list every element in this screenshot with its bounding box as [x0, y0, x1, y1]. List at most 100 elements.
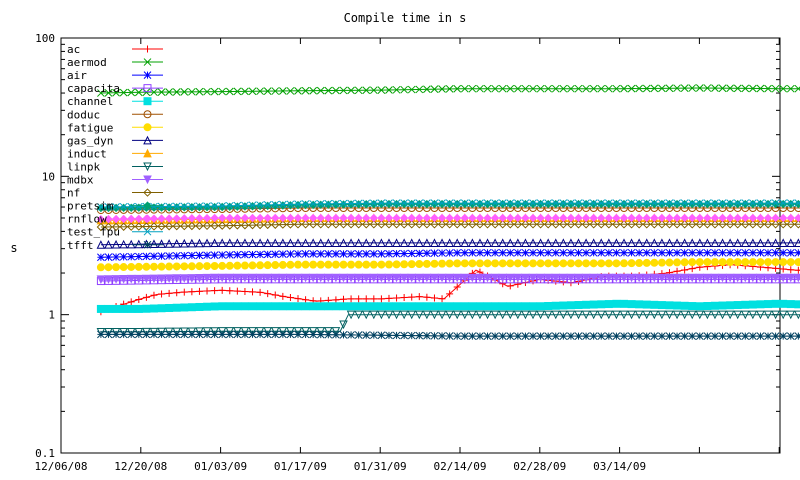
data-point: [286, 238, 295, 247]
data-point: [642, 213, 651, 223]
data-point: [589, 300, 598, 309]
data-point: [362, 250, 371, 258]
data-point: [362, 302, 371, 311]
data-point: [620, 84, 628, 93]
data-point: [225, 273, 235, 283]
legend-entry: pretsim: [67, 200, 163, 213]
legend-label: induct: [67, 147, 107, 160]
data-point: [293, 220, 303, 229]
data-point: [438, 199, 446, 207]
data-point: [597, 332, 606, 340]
data-point: [756, 238, 765, 247]
legend-entry: test_fpu: [67, 226, 163, 239]
data-point: [786, 273, 796, 283]
x-tick-label: 01/31/09: [354, 460, 407, 473]
data-point: [331, 220, 341, 229]
data-point: [786, 238, 796, 247]
data-point: [650, 238, 659, 247]
data-point: [324, 200, 333, 209]
y-tick-label: 100: [35, 32, 55, 45]
data-point: [726, 199, 734, 207]
data-point: [491, 332, 499, 340]
data-point: [786, 220, 795, 229]
legend-label: linpk: [67, 160, 100, 173]
data-point: [195, 221, 204, 231]
data-point: [529, 259, 538, 268]
data-point: [430, 302, 439, 311]
data-point: [673, 267, 681, 275]
data-point: [423, 85, 431, 94]
data-point: [157, 222, 166, 231]
data-point: [665, 213, 674, 223]
data-point: [407, 260, 416, 269]
data-point: [407, 238, 417, 247]
series-channel: [96, 299, 800, 313]
data-point: [764, 248, 772, 257]
data-point: [233, 213, 242, 223]
data-point: [574, 301, 583, 310]
data-point: [749, 84, 757, 93]
data-point: [756, 199, 765, 207]
data-point: [217, 213, 227, 223]
data-point: [695, 238, 705, 247]
data-point: [650, 84, 659, 93]
data-point: [513, 220, 523, 229]
data-point: [673, 248, 681, 257]
data-point: [453, 84, 462, 93]
data-point: [377, 86, 386, 94]
data-point: [263, 250, 272, 259]
data-point: [725, 310, 735, 320]
data-point: [771, 310, 780, 320]
data-point: [733, 332, 742, 340]
data-point: [263, 273, 272, 283]
data-point: [665, 238, 674, 247]
data-point: [308, 327, 318, 336]
data-point: [165, 262, 174, 271]
data-point: [157, 327, 166, 337]
data-point: [756, 273, 765, 283]
data-point: [604, 332, 613, 340]
legend-label: ac: [67, 43, 80, 56]
data-point: [422, 213, 432, 223]
data-point: [165, 252, 173, 260]
legend-entry: air: [67, 69, 163, 82]
data-point: [733, 199, 742, 207]
data-point: [521, 302, 530, 311]
data-point: [399, 273, 409, 283]
data-point: [202, 213, 212, 223]
data-point: [483, 332, 492, 340]
data-point: [271, 250, 280, 259]
data-point: [604, 199, 614, 209]
series-nf: [96, 220, 800, 232]
data-point: [681, 266, 689, 274]
data-point: [741, 300, 750, 309]
data-point: [346, 310, 356, 320]
legend-entry: gas_dyn: [67, 134, 163, 147]
data-point: [672, 213, 682, 223]
data-point: [331, 273, 341, 283]
data-point: [711, 332, 719, 340]
data-point: [392, 220, 401, 229]
data-point: [710, 199, 720, 209]
data-point: [460, 273, 470, 283]
data-point: [346, 220, 356, 229]
data-point: [574, 220, 583, 229]
data-point: [225, 251, 234, 259]
data-point: [96, 222, 106, 232]
data-point: [566, 273, 576, 283]
data-point: [384, 213, 394, 223]
data-point: [657, 220, 667, 229]
data-point: [423, 249, 431, 258]
data-point: [263, 201, 272, 209]
data-point: [468, 84, 477, 93]
data-point: [195, 330, 204, 339]
legend-label: tfft: [67, 239, 94, 252]
data-point: [157, 262, 166, 271]
data-point: [423, 293, 431, 301]
data-point: [361, 238, 371, 247]
data-point: [779, 199, 788, 207]
data-point: [763, 310, 773, 320]
data-point: [278, 273, 288, 283]
data-point: [294, 200, 302, 209]
data-point: [475, 259, 484, 268]
